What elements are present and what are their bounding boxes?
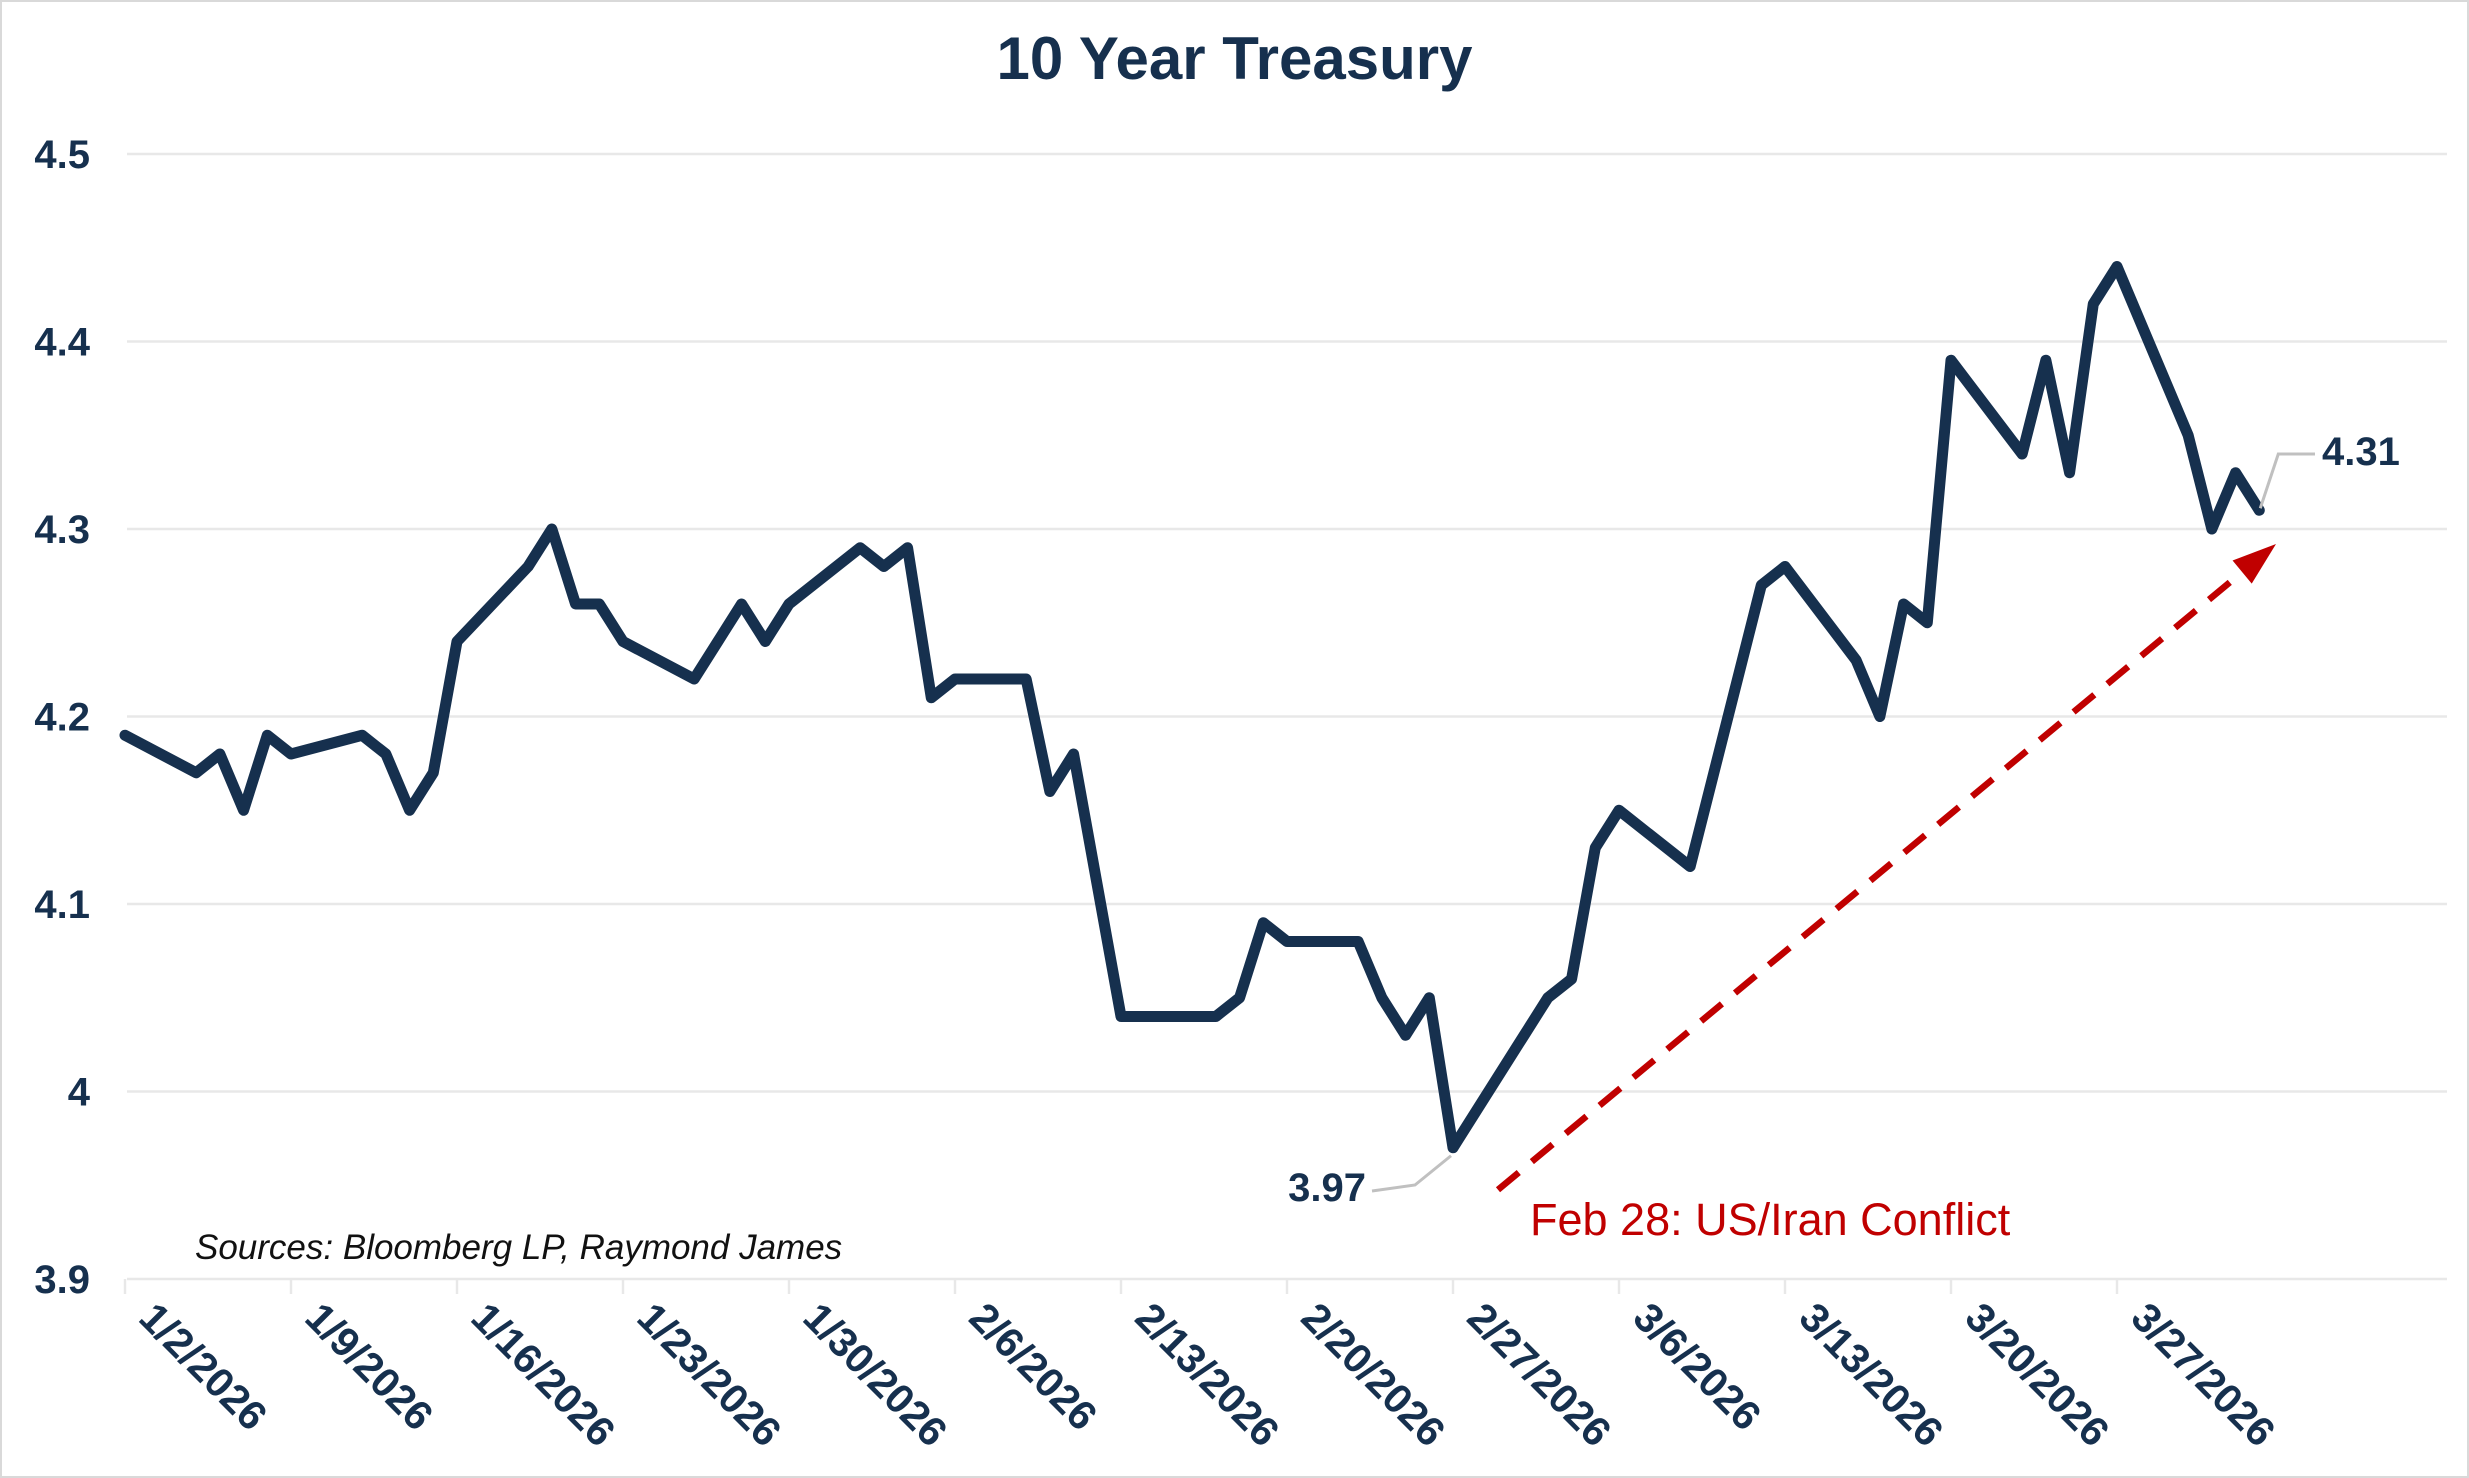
x-axis-label: 1/16/2026 xyxy=(463,1294,625,1456)
x-axis-label: 1/30/2026 xyxy=(795,1294,957,1456)
x-axis-label: 1/23/2026 xyxy=(629,1294,791,1456)
min-value-label: 3.97 xyxy=(1288,1166,1366,1210)
x-axis-label: 2/27/2026 xyxy=(1459,1294,1621,1456)
end-label-leader-line xyxy=(2258,452,2315,509)
treasury-yield-line xyxy=(119,261,2265,1154)
y-axis-label: 4.5 xyxy=(34,133,90,177)
y-axis-label: 4.1 xyxy=(34,883,90,927)
x-axis-label: 3/20/2026 xyxy=(1957,1294,2119,1456)
x-axis-label: 2/13/2026 xyxy=(1127,1294,1289,1456)
event-arrow-shaft xyxy=(1495,567,2248,1193)
y-axis-label: 4.2 xyxy=(34,696,90,740)
chart-title: 10 Year Treasury xyxy=(996,25,1473,92)
x-axis-label: 1/2/2026 xyxy=(131,1294,276,1439)
min-label-leader-line xyxy=(1371,1154,1452,1193)
x-axis-label: 2/20/2026 xyxy=(1293,1294,1455,1456)
source-note: Sources: Bloomberg LP, Raymond James xyxy=(195,1228,843,1267)
y-axis-label: 3.9 xyxy=(34,1258,90,1302)
x-axis-label: 3/27/2026 xyxy=(2123,1294,2285,1456)
event-annotation-label: Feb 28: US/Iran Conflict xyxy=(1530,1194,2011,1245)
x-axis-label: 1/9/2026 xyxy=(297,1294,442,1439)
y-axis-label: 4 xyxy=(68,1071,91,1115)
last-value-label: 4.31 xyxy=(2322,430,2400,474)
y-axis-label: 4.4 xyxy=(34,321,90,365)
event-arrow-head xyxy=(2232,544,2276,584)
x-axis-label: 2/6/2026 xyxy=(961,1294,1106,1439)
x-axis-label: 3/6/2026 xyxy=(1625,1294,1770,1439)
y-axis-label: 4.3 xyxy=(34,508,90,552)
x-axis-label: 3/13/2026 xyxy=(1791,1294,1953,1456)
